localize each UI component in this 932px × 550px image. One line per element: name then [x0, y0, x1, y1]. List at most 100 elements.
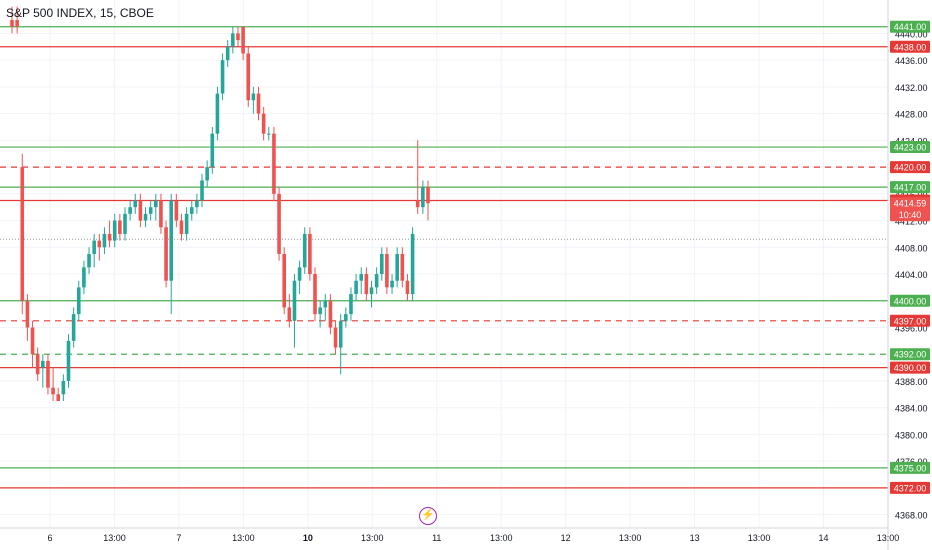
candle-body[interactable] [282, 253, 286, 308]
candle-body[interactable] [56, 394, 61, 402]
candle-body[interactable] [261, 113, 266, 134]
candle-body[interactable] [154, 200, 158, 208]
candle-body[interactable] [328, 300, 333, 328]
candle-body[interactable] [128, 207, 132, 214]
candle-body[interactable] [379, 253, 384, 275]
candle-body[interactable] [87, 253, 91, 268]
candle-body[interactable] [246, 53, 251, 101]
candle-body[interactable] [385, 253, 389, 288]
candle-body[interactable] [272, 133, 276, 194]
candle-body[interactable] [297, 267, 302, 281]
time-tick-label: 13:00 [103, 533, 126, 543]
candle-body[interactable] [256, 93, 261, 114]
candle-body[interactable] [333, 327, 338, 348]
candle-body[interactable] [338, 320, 343, 348]
candle-body[interactable] [112, 220, 117, 241]
candle-body[interactable] [179, 220, 184, 234]
candle-body[interactable] [15, 20, 19, 27]
candle-body[interactable] [189, 207, 194, 214]
price-level-tag [890, 361, 930, 374]
candle-body[interactable] [35, 354, 40, 375]
candle-body[interactable] [159, 200, 163, 228]
candle-body[interactable] [374, 274, 379, 288]
candle-body[interactable] [133, 200, 138, 208]
candle-body[interactable] [266, 133, 271, 135]
candle-body[interactable] [390, 280, 394, 288]
candle-body[interactable] [169, 200, 174, 281]
price-level-tag [890, 461, 930, 474]
candle-body[interactable] [236, 33, 240, 41]
candle-body[interactable] [323, 300, 328, 308]
candle-body[interactable] [102, 233, 107, 248]
candle-body[interactable] [313, 274, 317, 315]
lightning-circle-icon[interactable]: ⚡ [419, 507, 437, 525]
candle-body[interactable] [292, 280, 297, 321]
candle-body[interactable] [220, 60, 225, 94]
candle-body[interactable] [405, 280, 410, 295]
price-level-label: 4417.00 [894, 183, 927, 193]
candle-body[interactable] [205, 167, 209, 181]
candle-body[interactable] [143, 213, 148, 221]
candle-body[interactable] [359, 274, 364, 281]
candle-body[interactable] [302, 233, 307, 268]
candle-body[interactable] [51, 387, 55, 395]
candle-body[interactable] [82, 267, 86, 288]
candle-body[interactable] [20, 167, 25, 301]
candle-body[interactable] [41, 360, 45, 368]
price-tick-label: 4408.00 [895, 243, 928, 253]
candle-body[interactable] [421, 187, 425, 208]
candle-body[interactable] [92, 240, 96, 254]
candle-body[interactable] [210, 133, 215, 168]
price-level-tag [890, 181, 930, 194]
candle-body[interactable] [184, 213, 189, 234]
candle-body[interactable] [349, 294, 353, 315]
candle-body[interactable] [138, 200, 143, 221]
candle-body[interactable] [107, 233, 112, 241]
candle-body[interactable] [308, 233, 312, 275]
price-tick-label: 4436.00 [895, 56, 928, 66]
candle-body[interactable] [410, 233, 415, 295]
candle-body[interactable] [148, 207, 153, 214]
price-tick-label: 4404.00 [895, 270, 928, 280]
candle-body[interactable] [30, 327, 35, 355]
time-tick-label: 10 [303, 533, 313, 543]
candle-body[interactable] [118, 220, 122, 234]
price-axis[interactable]: 4368.004372.004376.004380.004384.004388.… [887, 0, 930, 550]
candle-body[interactable] [344, 314, 348, 321]
candle-body[interactable] [10, 20, 14, 27]
price-tick-label: 4412.00 [895, 217, 928, 227]
candle-body[interactable] [400, 253, 405, 281]
price-level-label: 4400.00 [894, 296, 927, 306]
current-price-tag [890, 197, 930, 222]
candle-body[interactable] [61, 380, 66, 395]
candle-body[interactable] [395, 253, 399, 281]
candle-body[interactable] [25, 300, 30, 328]
candle-body[interactable] [364, 274, 369, 295]
candle-body[interactable] [287, 307, 292, 321]
candle-body[interactable] [354, 280, 358, 295]
candle-body[interactable] [277, 193, 281, 254]
candle-body[interactable] [241, 26, 245, 54]
candle-body[interactable] [123, 213, 127, 234]
candle-body[interactable] [200, 180, 204, 201]
candle-body[interactable] [225, 46, 230, 61]
candle-body[interactable] [195, 200, 199, 208]
candle-body[interactable] [76, 287, 81, 315]
candle-body[interactable] [46, 360, 50, 388]
candle-body[interactable] [66, 340, 71, 381]
candle-body[interactable] [215, 93, 220, 134]
candle-body[interactable] [164, 227, 168, 281]
time-tick-label: 13:00 [232, 533, 255, 543]
candle-body[interactable] [97, 240, 102, 248]
candle-body[interactable] [231, 33, 235, 47]
candle-body[interactable] [71, 314, 76, 341]
price-level-label: 4390.00 [894, 363, 927, 373]
candle-body[interactable] [318, 307, 322, 315]
candle-body[interactable] [369, 287, 374, 295]
candle-body[interactable] [251, 93, 256, 101]
candle-body[interactable] [415, 200, 420, 208]
time-axis[interactable]: 6 13:00 7 13:00 10 13:00 11 13:00 12 13:00 13 13:00… [0, 527, 899, 543]
candle-body[interactable] [426, 187, 430, 204]
candle-body[interactable] [174, 200, 179, 221]
